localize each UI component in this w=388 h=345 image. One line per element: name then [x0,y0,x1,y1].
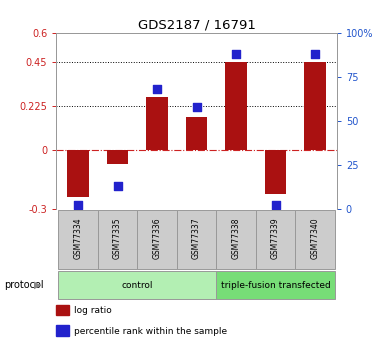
Point [272,203,279,208]
Text: GSM77336: GSM77336 [152,217,161,259]
Bar [304,62,326,150]
Bar [67,150,89,197]
Point [194,104,200,110]
Text: GSM77337: GSM77337 [192,217,201,259]
Point [233,51,239,57]
Point [114,184,121,189]
Bar [98,210,137,269]
Point [75,203,81,208]
Text: protocol: protocol [4,280,43,290]
Bar [256,210,295,269]
Text: GSM77335: GSM77335 [113,217,122,259]
Text: GSM77340: GSM77340 [310,217,320,259]
Bar [107,150,128,164]
Bar [225,62,247,150]
Text: GSM77334: GSM77334 [73,217,83,259]
Bar [146,98,168,150]
Text: percentile rank within the sample: percentile rank within the sample [74,327,228,336]
Bar [56,325,69,336]
Bar [59,210,97,269]
Bar [185,117,208,150]
Text: control: control [121,280,153,289]
Bar [217,210,256,269]
Bar [56,305,69,315]
Bar [177,210,216,269]
Text: triple-fusion transfected: triple-fusion transfected [221,280,331,289]
Bar [59,271,216,299]
Bar [296,210,334,269]
Point [154,87,160,92]
Text: ▶: ▶ [34,280,42,290]
Title: GDS2187 / 16791: GDS2187 / 16791 [138,19,255,32]
Point [312,51,318,57]
Text: GSM77339: GSM77339 [271,217,280,259]
Bar [217,271,334,299]
Text: log ratio: log ratio [74,306,112,315]
Text: GSM77338: GSM77338 [232,218,241,259]
Bar [265,150,286,194]
Bar [137,210,177,269]
